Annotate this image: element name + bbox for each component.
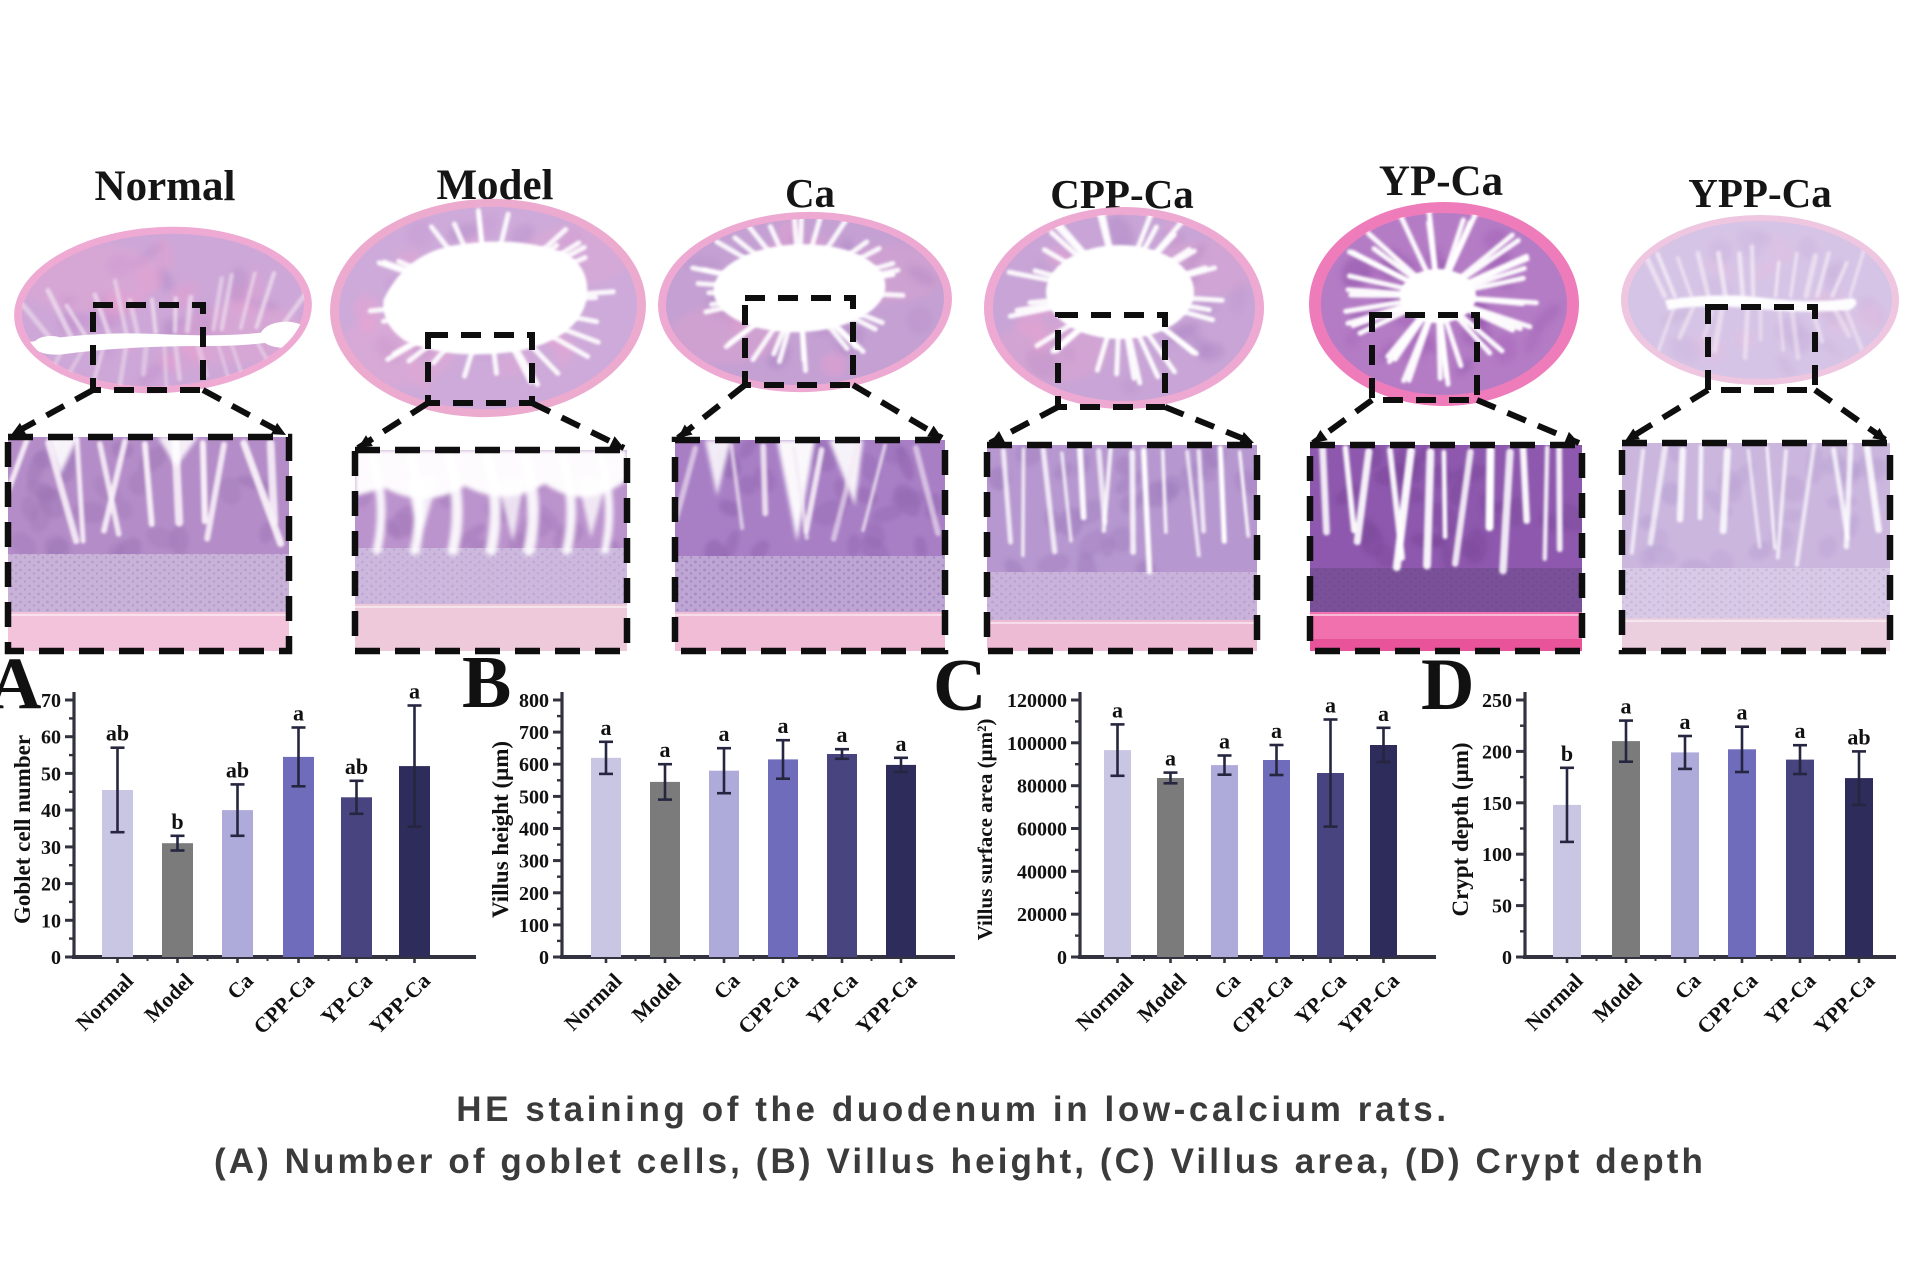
svg-text:200: 200 [1482, 741, 1512, 763]
svg-text:a: a [1112, 697, 1123, 722]
svg-text:a: a [1795, 718, 1806, 743]
svg-text:500: 500 [519, 786, 549, 808]
svg-text:100: 100 [519, 915, 549, 937]
svg-text:a: a [1219, 729, 1230, 754]
svg-text:ab: ab [106, 721, 129, 746]
svg-text:250: 250 [1482, 690, 1512, 712]
svg-text:0: 0 [539, 947, 549, 969]
svg-text:(A) Number of goblet cells, (B: (A) Number of goblet cells, (B) Villus h… [214, 1142, 1706, 1181]
svg-text:A: A [0, 643, 41, 725]
svg-text:120000: 120000 [1007, 690, 1067, 712]
svg-text:B: B [462, 642, 511, 724]
svg-text:a: a [293, 701, 304, 726]
svg-text:0: 0 [1502, 947, 1512, 969]
svg-text:Goblet cell number: Goblet cell number [10, 735, 35, 924]
svg-text:Crypt depth (μm): Crypt depth (μm) [1448, 742, 1473, 916]
svg-text:100000: 100000 [1007, 733, 1067, 755]
svg-text:ab: ab [345, 754, 368, 779]
svg-text:a: a [896, 731, 907, 756]
svg-text:300: 300 [519, 851, 549, 873]
svg-text:10: 10 [41, 910, 61, 932]
svg-text:0: 0 [1057, 947, 1067, 969]
svg-text:a: a [601, 715, 612, 740]
svg-text:D: D [1421, 644, 1474, 726]
svg-text:60000: 60000 [1017, 819, 1067, 841]
svg-text:a: a [1621, 694, 1632, 719]
svg-text:150: 150 [1482, 793, 1512, 815]
svg-text:a: a [409, 679, 420, 704]
svg-text:Ca: Ca [785, 170, 835, 216]
svg-text:200: 200 [519, 883, 549, 905]
svg-text:YPP-Ca: YPP-Ca [1688, 170, 1831, 216]
svg-text:a: a [837, 722, 848, 747]
svg-text:a: a [1165, 746, 1176, 771]
svg-text:400: 400 [519, 819, 549, 841]
svg-text:60: 60 [41, 727, 61, 749]
svg-text:Normal: Normal [95, 163, 236, 210]
svg-text:YP-Ca: YP-Ca [1379, 158, 1503, 205]
svg-text:70: 70 [41, 690, 61, 712]
svg-text:a: a [719, 721, 730, 746]
svg-text:700: 700 [519, 722, 549, 744]
svg-text:20: 20 [41, 874, 61, 896]
svg-text:C: C [933, 645, 986, 727]
svg-text:40: 40 [41, 800, 61, 822]
svg-text:HE staining of the duodenum in: HE staining of the duodenum in low-calci… [456, 1090, 1449, 1129]
svg-text:a: a [1378, 701, 1389, 726]
svg-text:a: a [1271, 718, 1282, 743]
svg-text:40000: 40000 [1017, 861, 1067, 883]
svg-text:Villus surface area (μm²): Villus surface area (μm²) [973, 719, 997, 941]
svg-text:100: 100 [1482, 844, 1512, 866]
svg-text:80000: 80000 [1017, 776, 1067, 798]
svg-text:a: a [660, 737, 671, 762]
svg-text:30: 30 [41, 837, 61, 859]
svg-text:800: 800 [519, 690, 549, 712]
svg-text:600: 600 [519, 754, 549, 776]
svg-text:b: b [1561, 741, 1573, 766]
svg-text:50: 50 [41, 763, 61, 785]
svg-text:a: a [1325, 693, 1336, 718]
svg-text:20000: 20000 [1017, 904, 1067, 926]
svg-text:ab: ab [1847, 724, 1870, 749]
svg-text:a: a [1737, 700, 1748, 725]
svg-text:Villus height (μm): Villus height (μm) [488, 741, 513, 918]
svg-text:b: b [171, 809, 183, 834]
svg-text:a: a [1680, 709, 1691, 734]
svg-text:0: 0 [51, 947, 61, 969]
svg-text:50: 50 [1492, 896, 1512, 918]
svg-text:ab: ab [226, 757, 249, 782]
svg-text:a: a [778, 713, 789, 738]
